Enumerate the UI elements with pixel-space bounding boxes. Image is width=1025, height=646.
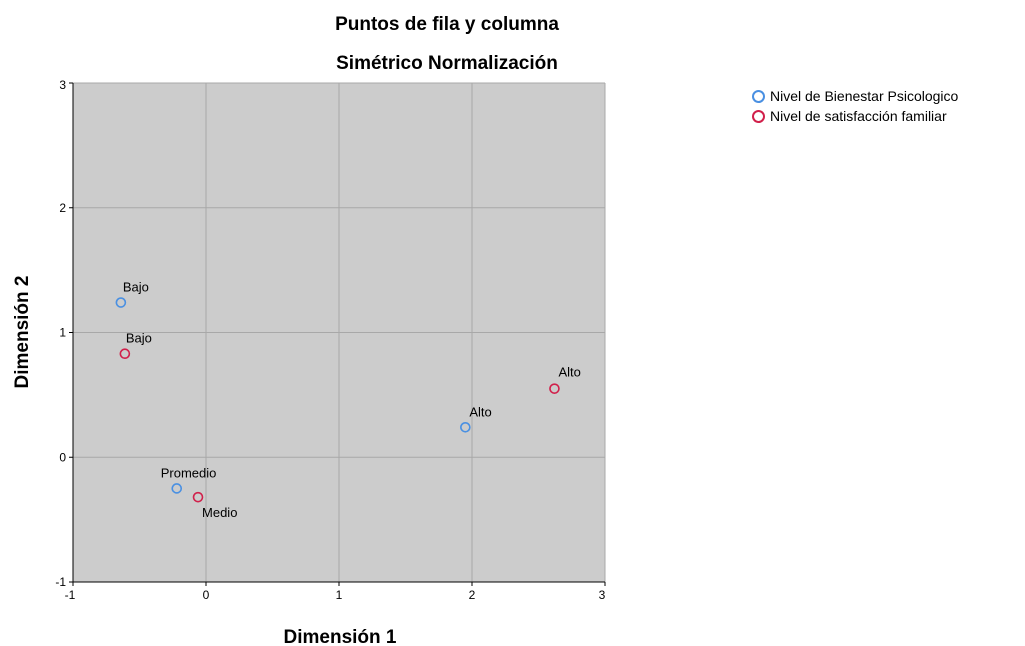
data-point-0-2 bbox=[460, 422, 471, 433]
grid-lines bbox=[72, 82, 606, 583]
chart-subtitle: Simétrico Normalización bbox=[336, 53, 558, 74]
legend-marker-bienestar bbox=[752, 89, 765, 103]
y-tick-label: -1 bbox=[55, 575, 66, 589]
data-point-0-1 bbox=[171, 483, 183, 494]
x-tick-label: 1 bbox=[336, 588, 343, 602]
data-label-1-1: Medio bbox=[202, 505, 237, 520]
x-tick-label: 2 bbox=[469, 588, 476, 602]
legend-label-satisfaccion: Nivel de satisfacción familiar bbox=[770, 108, 947, 124]
x-tick-label: -1 bbox=[65, 588, 76, 602]
x-axis-title: Dimensión 1 bbox=[284, 627, 397, 646]
data-point-1-0 bbox=[119, 348, 131, 360]
y-axis-title: Dimensión 2 bbox=[12, 276, 33, 389]
data-label-0-1: Promedio bbox=[161, 465, 217, 480]
legend-item-bienestar: Nivel de Bienestar Psicologico bbox=[752, 86, 958, 106]
legend-item-satisfaccion: Nivel de satisfacción familiar bbox=[752, 106, 958, 126]
data-point-0-0 bbox=[115, 297, 127, 308]
axes bbox=[69, 82, 606, 586]
data-label-1-2: Alto bbox=[558, 365, 580, 380]
x-tick-label: 3 bbox=[599, 588, 606, 602]
data-point-1-1 bbox=[192, 491, 204, 503]
tick-labels: -1 0 1 2 3 -1 0 1 2 3 bbox=[55, 78, 605, 602]
y-tick-label: 2 bbox=[59, 201, 66, 215]
legend-label-bienestar: Nivel de Bienestar Psicologico bbox=[770, 88, 959, 104]
y-tick-label: 3 bbox=[59, 78, 66, 92]
data-point-1-2 bbox=[549, 383, 560, 394]
y-tick-label: 1 bbox=[59, 326, 66, 340]
data-label-0-0: Bajo bbox=[123, 280, 149, 295]
data-label-0-2: Alto bbox=[469, 404, 491, 419]
chart-title: Puntos de fila y columna bbox=[335, 14, 559, 35]
data-points: Bajo Promedio Alto Bajo Medio Alto bbox=[115, 280, 581, 520]
legend-marker-satisfaccion bbox=[752, 109, 765, 123]
legend: Nivel de Bienestar Psicologico Nivel de … bbox=[752, 86, 958, 126]
y-tick-label: 0 bbox=[59, 450, 66, 464]
x-tick-label: 0 bbox=[203, 588, 210, 602]
data-label-1-0: Bajo bbox=[126, 331, 152, 346]
